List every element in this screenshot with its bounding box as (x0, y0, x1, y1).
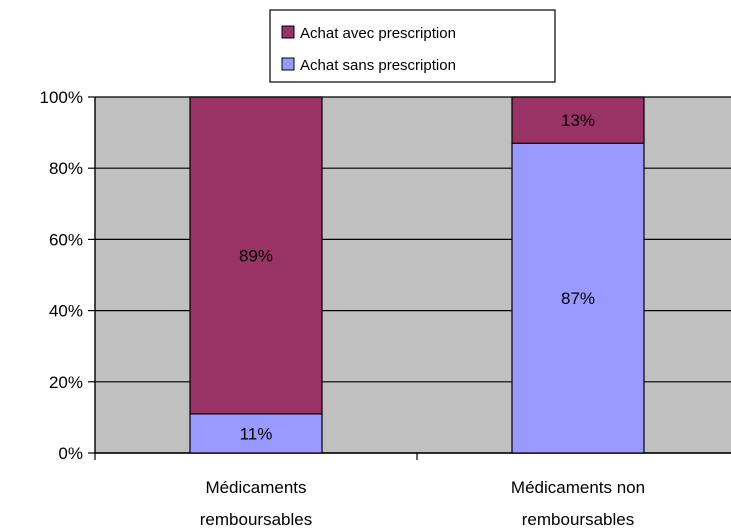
x-category-label: remboursables (200, 510, 312, 529)
bar-segment (511, 96, 645, 144)
data-label: 87% (561, 289, 595, 308)
data-label: 89% (239, 246, 273, 265)
y-tick-label: 0% (58, 444, 83, 463)
legend-swatch (281, 25, 295, 39)
bar-segment (189, 96, 323, 415)
legend: Achat avec prescription Achat sans prescr… (269, 9, 556, 83)
y-tick-label: 40% (49, 302, 83, 321)
legend-entry: Achat avec prescription (300, 25, 456, 42)
legend-entry: Achat sans prescription (300, 57, 456, 74)
legend-box (269, 9, 556, 83)
x-category-label: remboursables (522, 510, 634, 529)
y-tick-label: 20% (49, 373, 83, 392)
legend-swatch (281, 57, 295, 71)
data-label: 13% (561, 111, 595, 130)
y-tick-label: 60% (49, 230, 83, 249)
data-label: 11% (240, 424, 273, 443)
y-tick-label: 100% (40, 88, 83, 107)
x-category-label: Médicaments non (511, 478, 645, 497)
bar-segment (511, 142, 645, 454)
x-category-label: Médicaments (205, 478, 306, 497)
y-tick-label: 80% (49, 159, 83, 178)
